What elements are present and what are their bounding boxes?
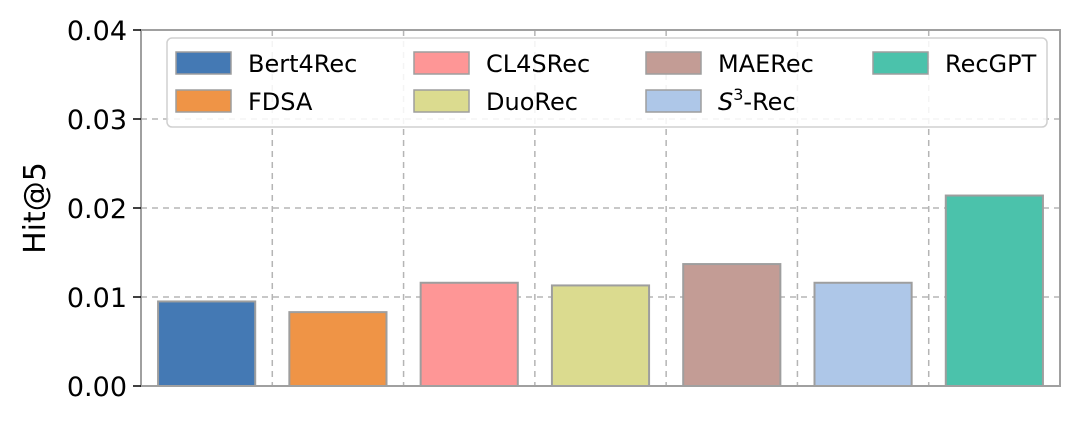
bar-s3-rec [813,281,913,388]
legend-label: Bert4Rec [248,50,357,78]
bar-recgpt [944,194,1044,387]
bar-fdsa [288,311,388,388]
legend-swatch [413,51,470,75]
y-axis: 0.00 0.01 0.02 0.03 0.04 [67,16,141,403]
legend-box [166,37,1048,128]
legend-label: DuoRec [486,88,578,116]
legend-swatch [645,51,702,75]
bar-duorec [550,284,651,387]
bars [157,194,1044,388]
y-tick-label: 0.00 [67,372,127,403]
legend-label: RecGPT [945,50,1037,78]
bar-bert4rec [157,300,257,388]
y-axis-label: Hit@5 [18,162,53,254]
legend-label: FDSA [248,88,313,116]
y-tick-label: 0.03 [67,105,127,136]
y-tick-label: 0.04 [67,16,127,47]
legend-label: CL4SRec [486,50,590,78]
y-tick-label: 0.02 [67,194,127,225]
legend: Bert4Rec FDSA CL4SRec DuoRec MAERec S3-Rec Rec… [166,37,1048,128]
legend-swatch [175,89,232,113]
y-tick-label: 0.01 [67,283,127,314]
bar-cl4srec [419,281,519,388]
bar-maerec [682,263,782,388]
legend-swatch [175,51,232,75]
legend-swatch [413,89,470,113]
legend-label: S3-Rec [718,85,796,116]
legend-label: MAERec [718,50,814,78]
legend-swatch [645,89,702,113]
legend-swatch [872,51,929,75]
